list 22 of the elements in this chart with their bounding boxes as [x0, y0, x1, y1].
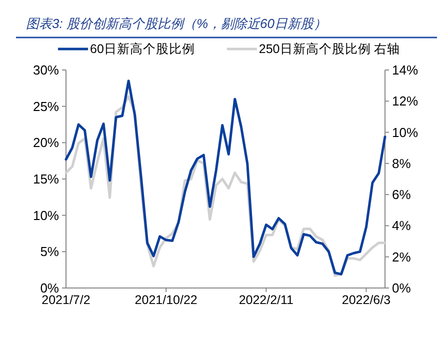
y2-tick-label: 10% — [392, 124, 418, 140]
y2-tick-label: 8% — [392, 156, 412, 171]
y-tick-label: 10% — [32, 208, 60, 223]
y2-tick-label: 4% — [392, 218, 412, 234]
y-tick-label: 15% — [32, 172, 60, 186]
y2-tick-label: 0% — [392, 280, 412, 296]
y-tick-label: 5% — [40, 244, 60, 260]
legend-label: 60日新高个股比例 — [90, 41, 195, 56]
x-tick-label: 2022/2/11 — [238, 293, 294, 307]
y2-tick-label: 2% — [392, 249, 412, 264]
y2-tick-label: 6% — [392, 187, 412, 202]
y-tick-label: 30% — [32, 62, 60, 78]
chart-title: 图表3: 股价创新高个股比例（%，剔除近60日新股） — [26, 16, 326, 31]
y-tick-label: 20% — [32, 135, 60, 150]
x-tick-label: 2022/6/3 — [342, 293, 391, 307]
y-tick-label: 0% — [40, 280, 60, 296]
y2-tick-label: 12% — [392, 94, 418, 109]
x-tick-label: 2021/7/2 — [42, 293, 90, 307]
y-tick-label: 25% — [32, 98, 60, 114]
legend-label: 250日新高个股比例 右轴 — [258, 41, 400, 56]
y2-tick-label: 14% — [392, 62, 418, 78]
x-tick-label: 2021/10/22 — [134, 293, 198, 307]
